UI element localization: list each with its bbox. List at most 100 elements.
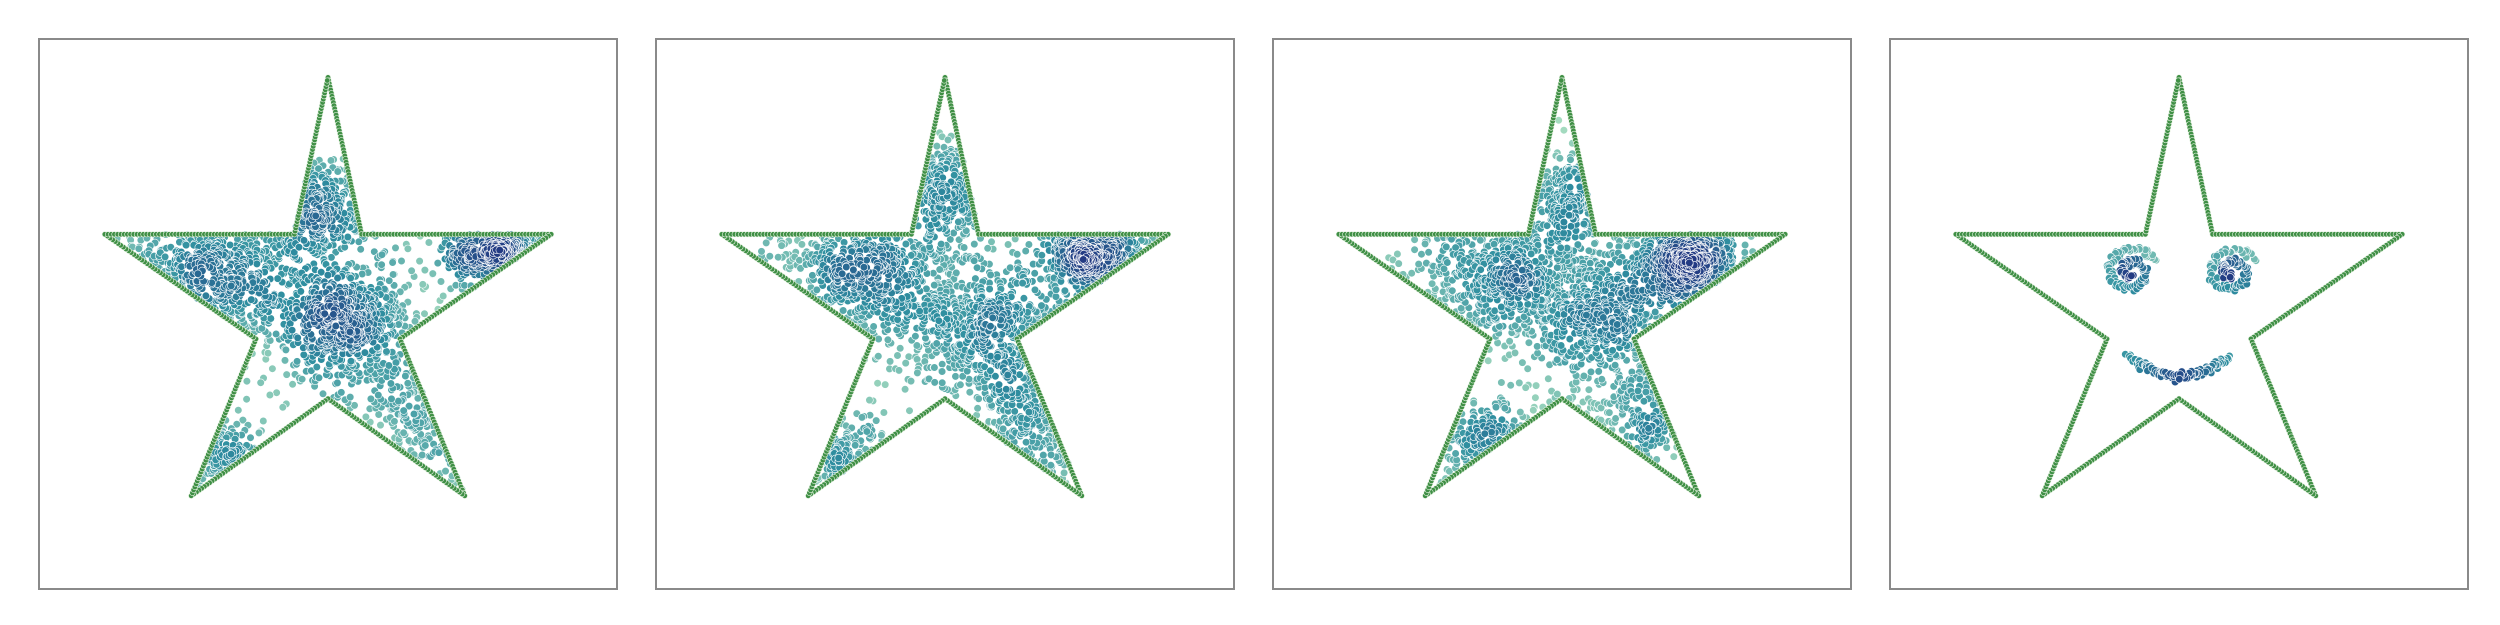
- data-point: [278, 403, 287, 412]
- data-point: [409, 409, 419, 419]
- data-point: [1037, 251, 1046, 260]
- data-point: [849, 265, 858, 274]
- data-point: [881, 380, 890, 389]
- data-point: [281, 345, 290, 355]
- data-point: [1003, 370, 1012, 380]
- data-point: [366, 394, 376, 404]
- data-point: [906, 377, 916, 386]
- data-point: [374, 391, 383, 400]
- data-point: [390, 281, 399, 290]
- data-point: [226, 240, 235, 250]
- data-point: [247, 295, 256, 304]
- data-point: [327, 253, 336, 262]
- data-point: [320, 309, 329, 318]
- data-point: [777, 241, 786, 250]
- scatter-panel-2: [655, 38, 1235, 590]
- data-point: [337, 388, 346, 397]
- data-point: [954, 217, 963, 226]
- data-point: [311, 211, 320, 220]
- data-point: [946, 235, 955, 244]
- data-point: [938, 378, 947, 387]
- data-point: [1046, 461, 1055, 470]
- data-point: [983, 244, 992, 253]
- data-point: [418, 280, 427, 289]
- data-point: [333, 167, 342, 176]
- data-point: [937, 187, 946, 196]
- data-point: [259, 416, 268, 426]
- data-point: [298, 375, 307, 384]
- data-point: [394, 397, 403, 406]
- data-point: [346, 274, 355, 283]
- data-point: [182, 241, 191, 250]
- data-point: [256, 378, 265, 387]
- data-point: [317, 268, 326, 277]
- data-point: [883, 335, 892, 344]
- data-point: [956, 380, 965, 389]
- data-point: [238, 416, 247, 425]
- data-point: [943, 135, 953, 144]
- data-point: [242, 377, 251, 386]
- data-point: [360, 348, 370, 357]
- data-point: [399, 406, 408, 415]
- data-point: [999, 424, 1008, 434]
- data-point: [838, 269, 847, 278]
- data-point: [263, 349, 273, 358]
- data-point: [268, 364, 277, 373]
- data-point: [396, 287, 405, 296]
- data-point: [1018, 279, 1027, 288]
- data-point: [242, 395, 251, 404]
- data-point: [160, 252, 170, 261]
- data-point: [333, 378, 342, 388]
- data-point: [405, 402, 414, 411]
- data-point: [326, 156, 336, 165]
- data-point: [288, 380, 297, 389]
- data-point: [288, 326, 297, 335]
- data-point: [765, 252, 774, 261]
- data-point: [227, 281, 236, 290]
- data-point: [1030, 285, 1040, 294]
- data-point: [894, 366, 904, 375]
- data-point: [994, 380, 1004, 389]
- data-point: [227, 450, 236, 459]
- data-point: [938, 367, 947, 376]
- data-point: [873, 379, 882, 388]
- data-point: [1022, 438, 1031, 447]
- data-point: [1006, 263, 1015, 272]
- data-point: [399, 428, 408, 437]
- boundary-point: [324, 77, 331, 84]
- data-point: [842, 262, 851, 272]
- data-point: [1024, 408, 1034, 417]
- data-point: [973, 263, 982, 272]
- data-point: [134, 244, 143, 253]
- data-point: [318, 389, 328, 398]
- scatter-panel-1: [38, 38, 618, 590]
- data-point: [201, 291, 210, 300]
- data-point: [424, 238, 434, 247]
- data-point: [952, 268, 961, 277]
- data-point: [293, 333, 302, 343]
- data-point: [272, 329, 281, 339]
- data-point: [896, 344, 905, 353]
- data-point: [421, 441, 430, 450]
- data-point: [986, 322, 995, 331]
- data-point: [346, 357, 356, 366]
- data-point: [273, 274, 282, 283]
- data-point: [265, 390, 274, 400]
- data-point: [441, 467, 450, 476]
- data-point: [1039, 451, 1048, 460]
- data-point: [495, 246, 504, 255]
- data-point: [905, 406, 914, 415]
- data-point: [839, 306, 848, 315]
- data-point: [934, 316, 943, 325]
- data-point: [886, 357, 895, 366]
- data-point: [869, 322, 878, 331]
- data-point: [323, 271, 333, 280]
- data-point: [834, 453, 843, 463]
- data-point: [958, 372, 967, 381]
- data-point: [1024, 240, 1034, 249]
- data-point: [382, 347, 391, 356]
- data-point: [433, 259, 442, 268]
- data-point: [965, 388, 974, 397]
- data-point: [386, 379, 396, 388]
- data-point: [1060, 468, 1069, 478]
